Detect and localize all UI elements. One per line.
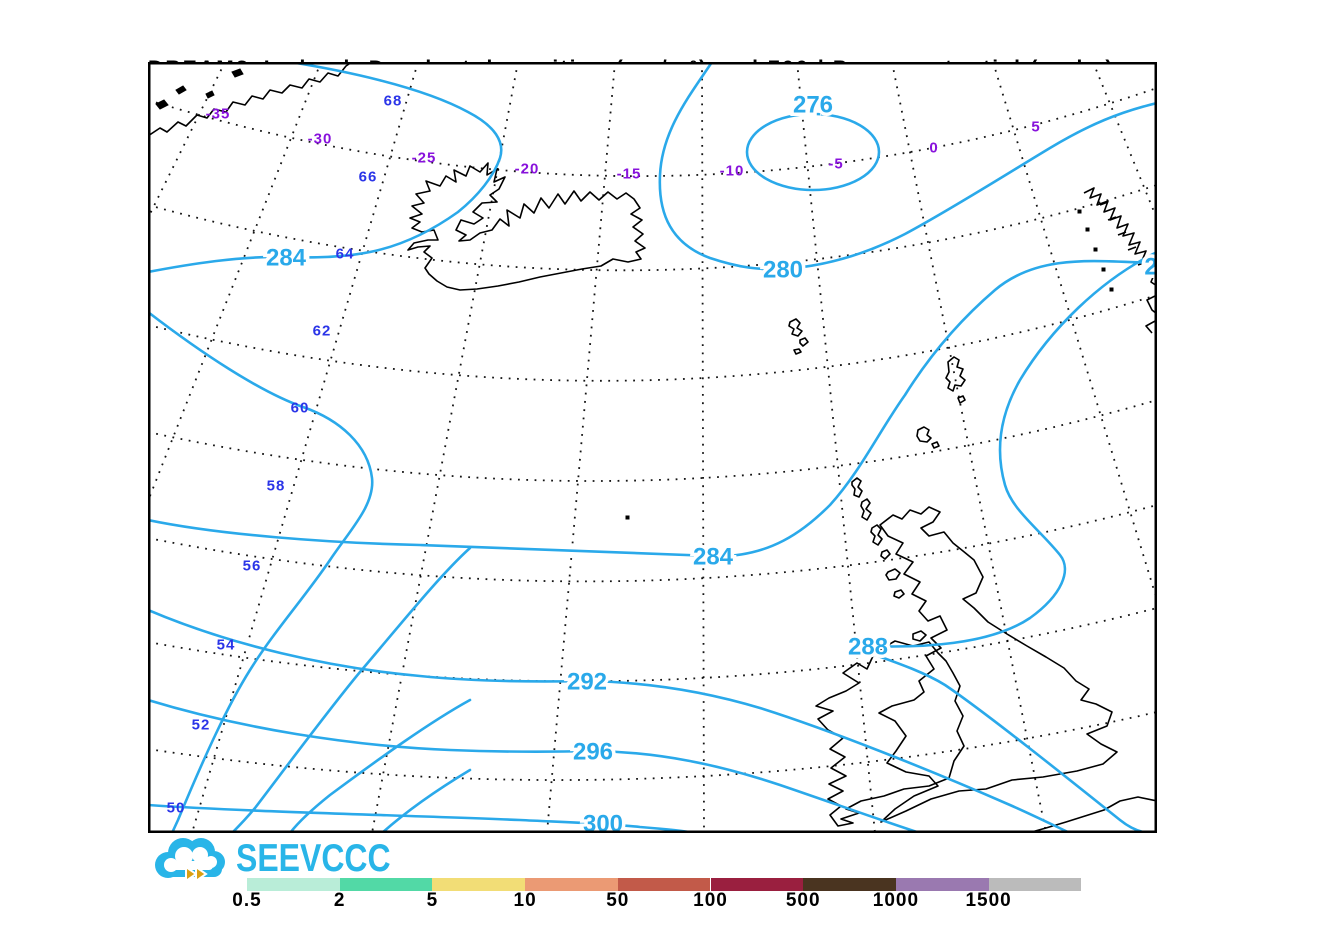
graticule-parallels [148, 87, 1157, 781]
geopotential-contours [148, 62, 1157, 833]
coast-ireland [815, 640, 965, 827]
coast-faroes [788, 318, 809, 355]
colorbar-segment [339, 878, 433, 891]
colorbar-tick-label: 500 [785, 890, 821, 911]
latitude-label: 66 [359, 168, 378, 185]
latitude-label: 68 [384, 92, 403, 109]
coast-shetland [945, 356, 966, 404]
colorbar-segment [895, 878, 989, 891]
longitude-label: 5 [1031, 118, 1040, 135]
colorbar-tick-label: 100 [693, 890, 728, 911]
contour-284-west-trough [148, 310, 374, 833]
contour-296 [148, 698, 922, 833]
coast-isle-of-man [912, 630, 927, 642]
small-island-dot [625, 515, 630, 520]
latitude-label: 54 [217, 636, 236, 653]
norway-fjords [1099, 201, 1147, 266]
colorbar-segment [525, 878, 618, 891]
colorbar-tick-label: 0.5 [232, 890, 262, 911]
latitude-labels: 68 66 64 62 60 58 56 54 52 50 [167, 92, 403, 816]
colorbar-segment [988, 878, 1082, 891]
colorbar-tick-label: 50 [606, 890, 630, 911]
longitude-label: 0 [929, 139, 938, 156]
latitude-label: 50 [167, 799, 186, 816]
contour-288-southwest [230, 546, 472, 833]
contour-284-central [148, 259, 1157, 558]
contour-276 [745, 112, 881, 192]
greenland-islets [155, 68, 244, 110]
coast-greenland [148, 62, 353, 137]
coast-iceland [407, 162, 646, 291]
geopotential-contour-label: 292 [567, 669, 607, 696]
contour-280 [658, 62, 1157, 271]
coast-orkney [916, 426, 940, 449]
geopotential-contour-label: 284 [693, 544, 734, 571]
colorbar-tick-label: 1500 [965, 890, 1012, 911]
colorbar-segment [617, 878, 711, 891]
longitude-labels: -35 -30 -25 -20 -15 -10 -5 0 5 [206, 105, 1040, 182]
contour-296-southwest [380, 768, 472, 833]
norway-islets [1077, 209, 1114, 292]
colorbar-segment [247, 878, 340, 891]
seevccc-logo: SEEVCCC [148, 835, 391, 887]
contour-292 [148, 608, 1072, 833]
contour-300 [148, 803, 697, 833]
longitude-label: -10 [720, 162, 745, 179]
contour-284-northwest [148, 62, 503, 274]
latitude-label: 52 [192, 716, 211, 733]
logo-wordmark: SEEVCCC [236, 837, 391, 880]
colorbar-tick-label: 5 [426, 890, 439, 911]
geopotential-contour-label: 284 [266, 245, 307, 272]
geopotential-contour-label: 300 [583, 811, 623, 833]
coast-hebrides [851, 477, 905, 599]
geopotential-contour-label: 288 [848, 634, 888, 661]
coastlines [148, 62, 1157, 833]
latitude-label: 60 [291, 399, 310, 416]
geopotential-contour-label: 280 [763, 257, 803, 284]
geopotential-labels: 276 280 284 284 288 292 296 300 2 [262, 88, 1157, 833]
geopotential-contour-label: 2 [1144, 254, 1157, 281]
cloud-logo-icon [155, 838, 225, 883]
longitude-label: -25 [412, 149, 437, 166]
latitude-label: 62 [313, 322, 332, 339]
colorbar-segment [710, 878, 804, 891]
colorbar-segment [432, 878, 526, 891]
longitude-label: -30 [308, 130, 333, 147]
latitude-label: 58 [267, 477, 286, 494]
colorbar-tick-label: 1000 [872, 890, 920, 911]
map-border [148, 62, 1157, 833]
coast-france [1027, 796, 1157, 833]
colorbar-tick-label: 10 [513, 890, 537, 911]
colorbar-tick-label: 2 [333, 890, 346, 911]
latitude-label: 64 [336, 245, 355, 262]
longitude-label: -5 [828, 155, 843, 172]
coast-great-britain [878, 506, 1118, 823]
geopotential-contour-label: 276 [793, 92, 833, 119]
longitude-label: -35 [206, 105, 231, 122]
contour-288 [856, 250, 1157, 833]
longitude-label: -20 [515, 160, 540, 177]
longitude-label: -15 [617, 165, 642, 182]
colorbar-segment [803, 878, 896, 891]
graticule-meridians [148, 62, 1157, 833]
latitude-label: 56 [243, 557, 262, 574]
geopotential-contour-label: 296 [573, 739, 613, 766]
contour-292-southwest [288, 698, 472, 833]
